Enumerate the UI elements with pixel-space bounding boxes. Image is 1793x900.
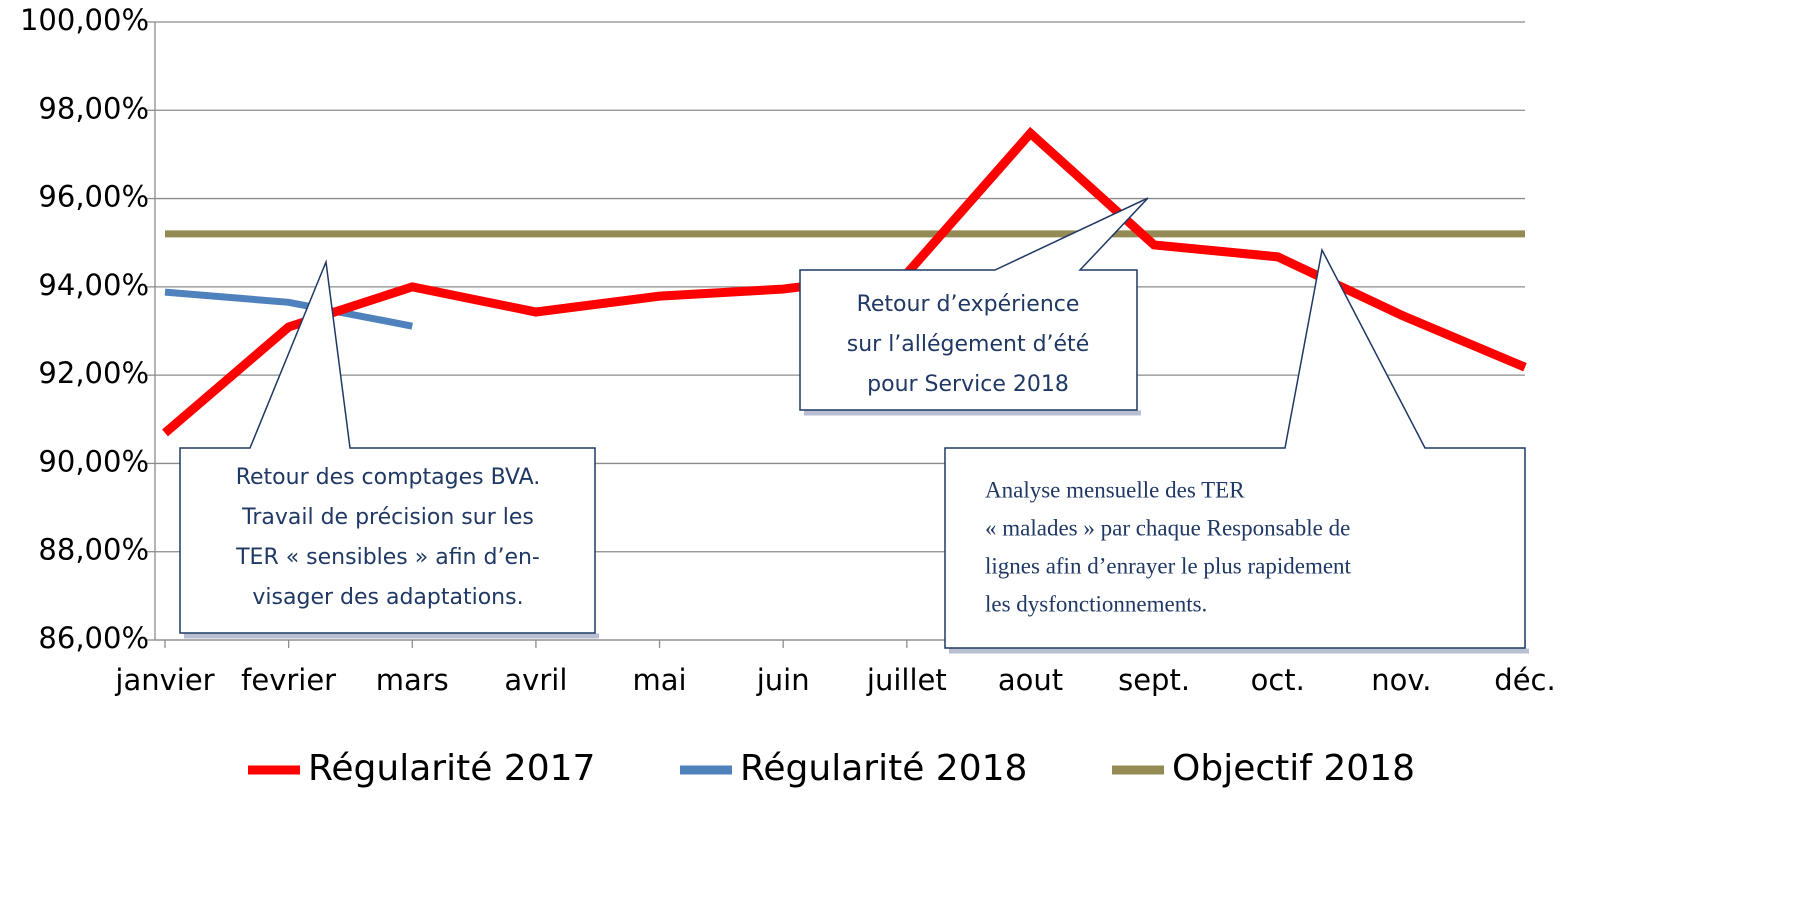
y-tick-label: 98,00%	[38, 91, 149, 125]
callout	[799, 197, 1149, 411]
x-tick-label: avril	[504, 663, 567, 697]
x-tick-label: oct.	[1251, 663, 1305, 697]
annotation-text: Retour d’expérience	[857, 292, 1080, 317]
y-tick-label: 90,00%	[38, 444, 149, 478]
annotation-text: Retour des comptages BVA.	[236, 465, 541, 490]
x-tick-label: fevrier	[241, 663, 336, 697]
annotation-text: Travail de précision sur les	[241, 505, 534, 530]
callout	[179, 259, 596, 634]
y-tick-label: 96,00%	[38, 180, 149, 214]
x-tick-label: janvier	[114, 663, 214, 697]
annotation-text: lignes afin d’enrayer le plus rapidement	[985, 553, 1352, 578]
x-tick-label: aout	[998, 663, 1063, 697]
y-tick-label: 88,00%	[38, 533, 149, 567]
legend-label: Régularité 2017	[308, 748, 595, 789]
annotation-text: Analyse mensuelle des TER	[985, 477, 1245, 502]
legend-label: Régularité 2018	[740, 748, 1027, 789]
y-tick-label: 86,00%	[38, 621, 149, 655]
x-tick-label: nov.	[1371, 663, 1431, 697]
x-tick-label: déc.	[1494, 663, 1555, 697]
y-tick-label: 94,00%	[38, 268, 149, 302]
x-tick-label: sept.	[1118, 663, 1190, 697]
y-tick-label: 92,00%	[38, 356, 149, 390]
x-tick-label: juillet	[866, 663, 947, 697]
series-line	[164, 288, 413, 330]
callout	[944, 247, 1526, 649]
annotation-text: visager des adaptations.	[252, 585, 523, 610]
x-tick-label: mai	[633, 663, 687, 697]
annotation-text: sur l’allégement d’été	[847, 332, 1089, 357]
x-tick-label: juin	[756, 663, 810, 697]
x-tick-label: mars	[376, 663, 449, 697]
annotation-text: « malades » par chaque Responsable de	[985, 515, 1350, 540]
y-tick-label: 100,00%	[20, 3, 149, 37]
annotation-text: les dysfonctionnements.	[985, 591, 1207, 616]
annotation-text: pour Service 2018	[867, 372, 1069, 397]
annotation-text: TER « sensibles » afin d’en-	[235, 545, 540, 570]
legend-label: Objectif 2018	[1172, 748, 1415, 789]
